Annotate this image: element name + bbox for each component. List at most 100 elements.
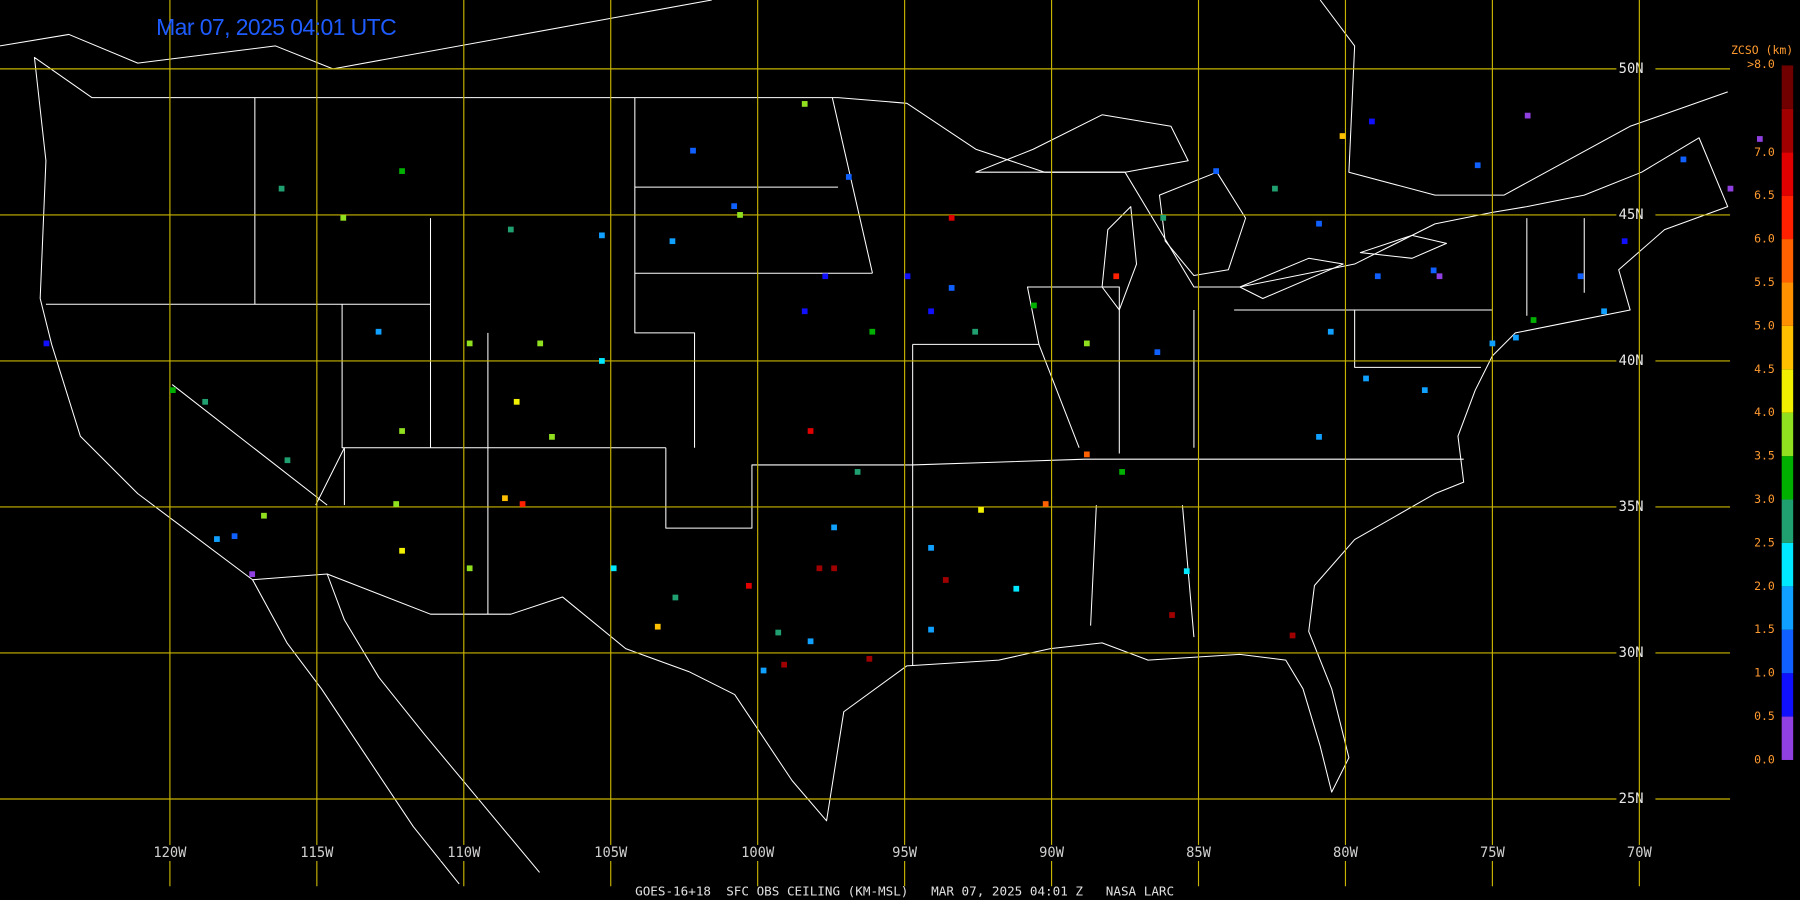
station-obs [737,212,743,218]
lon-label: 85W [1186,845,1212,861]
legend-tick-label: 5.0 [1754,318,1775,332]
lat-label-bg [1616,208,1656,222]
footer: GOES-16+18 SFC OBS CEILING (KM-MSL) MAR … [635,883,1174,898]
legend-swatch [1781,412,1794,457]
station-obs [1154,349,1161,356]
legend-title: ZCSO (km) [1731,43,1793,57]
baja-coast [252,573,540,885]
lon-label-bg [1175,844,1222,861]
station-obs [775,629,782,636]
lon-label-bg [1616,844,1663,861]
legend-swatch [1781,65,1794,109]
station-obs [690,147,696,154]
station-obs [261,512,267,519]
legend-tick-label: 2.5 [1754,535,1775,549]
station-obs [845,174,852,180]
lat-label-bg [1616,646,1656,660]
station-obs [1183,568,1190,575]
legend-swatch [1781,629,1794,674]
station-obs [1339,133,1346,139]
great-lakes [975,114,1447,311]
legend-tick-label: 6.5 [1754,188,1775,202]
legend-tick-label: 4.5 [1754,362,1775,376]
lon-label-bg [293,844,340,861]
conus-outline [33,56,1729,822]
station-obs [807,428,814,434]
lon-label-bg [587,844,634,861]
legend-tick-label: 4.0 [1754,405,1775,419]
station-obs [1119,469,1125,475]
lat-label-bg [1616,792,1656,806]
station-obs [1421,387,1428,394]
station-obs [340,214,347,221]
station-obs [1327,328,1334,335]
station-obs [1524,112,1531,119]
lon-label: 90W [1039,845,1065,861]
lat-label-bg [1616,61,1656,76]
legend-swatch [1781,369,1794,413]
legend-swatch [1781,239,1794,283]
legend-swatch [1781,586,1794,630]
station-obs [866,655,873,662]
station-obs [801,101,808,107]
lon-label: 110W [447,845,481,861]
station-obs [1513,334,1519,341]
station-obs [466,565,473,572]
lat-label: 30N [1619,645,1644,661]
station-obs [549,433,555,440]
lat-label-bg [1616,500,1656,514]
station-obs [654,623,661,630]
lat-label: 50N [1619,61,1644,77]
legend-tick-label: 3.5 [1754,449,1775,463]
station-obs [731,203,738,210]
station-obs [1083,451,1090,458]
station-obs [1042,501,1049,507]
legend-tick-label: 1.0 [1754,666,1775,680]
station-obs [399,547,405,554]
station-obs [1316,433,1322,440]
station-obs [502,495,508,502]
station-obs [231,533,238,540]
legend-tick-label: 0.5 [1754,709,1775,723]
station-obs [43,340,50,347]
legend-swatch [1781,542,1794,587]
station-obs [1756,136,1763,142]
legend-swatch [1781,499,1794,543]
lon-label-bg [1322,844,1369,861]
lon-label: 100W [741,845,775,861]
station-obs [202,398,209,405]
station-obs [1680,156,1687,163]
station-obs [610,565,617,572]
station-obs [1213,168,1220,174]
legend-tick-label: 2.0 [1754,579,1775,593]
station-obs [519,501,526,507]
station-obs [928,626,934,633]
station-obs [1363,375,1369,382]
lon-label-bg [440,844,487,861]
station-obs [169,387,176,394]
legend-swatch [1781,282,1794,326]
legend-swatch [1781,456,1794,500]
station-obs [284,457,291,464]
station-obs [1369,118,1375,125]
station-obs [1272,185,1278,192]
station-obs [978,507,984,513]
lon-label-bg [734,844,781,861]
station-obs [214,536,220,542]
legend-tick-label: 0.0 [1754,752,1775,766]
legend-swatch [1781,716,1794,760]
lon-label: 70W [1627,845,1653,861]
station-obs [1436,273,1443,280]
station-obs [972,328,979,335]
station-obs [854,469,861,475]
station-obs [1374,273,1381,280]
station-obs [1577,273,1584,280]
station-obs [1727,185,1734,192]
station-obs [1169,612,1175,618]
station-obs [1430,267,1437,274]
station-obs [1013,585,1020,592]
legend-swatch [1781,152,1794,196]
